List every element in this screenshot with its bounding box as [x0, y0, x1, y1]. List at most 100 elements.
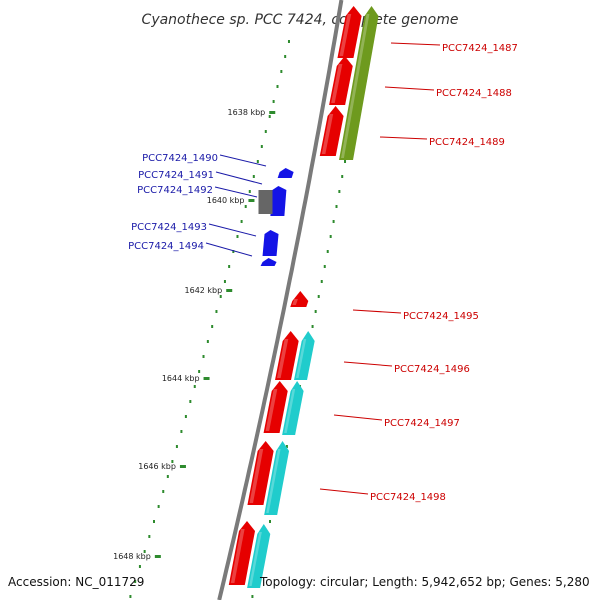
forward-cds-arrow — [290, 291, 309, 307]
gene-label-pcc7424_1491: PCC7424_1491 — [138, 170, 214, 181]
track-dot — [171, 460, 174, 463]
track-dot — [240, 220, 243, 223]
scale-label: 1644 kbp — [162, 374, 200, 383]
forward-cds-arrow-highlight — [331, 64, 343, 103]
forward-cds-arrow-highlight — [249, 449, 264, 503]
track-dot — [232, 250, 235, 253]
track-dot — [252, 175, 255, 178]
track-dot — [244, 205, 247, 208]
gene-label-pcc7424_1492: PCC7424_1492 — [137, 185, 213, 196]
gene-label-pcc7424_1497: PCC7424_1497 — [384, 418, 460, 429]
reverse-cds-arrow — [262, 230, 279, 256]
track-dot — [148, 535, 151, 538]
scale-tick — [248, 199, 255, 202]
cyan-track-arrow — [264, 441, 290, 515]
track-dot — [323, 265, 326, 268]
track-dot — [284, 55, 287, 58]
track-dot — [202, 355, 205, 358]
track-dot — [320, 280, 323, 283]
forward-cds-arrow — [337, 6, 362, 58]
olive-track-arrow — [339, 6, 379, 160]
track-dot — [260, 145, 263, 148]
gene-leader-line — [214, 186, 258, 198]
forward-cds-arrow-highlight — [230, 529, 245, 583]
track-dot — [166, 475, 169, 478]
cyan-track-arrow-highlight — [249, 532, 262, 586]
scale-ticks: 1638 kbp 1640 kbp 1642 kbp 1644 kbp 1646 kbp… — [113, 108, 276, 561]
other-gene-block — [258, 190, 273, 214]
cyan-track-arrow — [247, 524, 271, 588]
track-dot — [175, 445, 178, 448]
scale-tick — [269, 111, 276, 114]
reverse-cds-arrow — [270, 186, 287, 216]
track-dot — [329, 235, 332, 238]
track-dot — [268, 115, 271, 118]
gene-label-pcc7424_1487: PCC7424_1487 — [442, 43, 518, 54]
track-dot — [276, 85, 279, 88]
track-dot — [153, 520, 155, 523]
scale-tick — [203, 377, 210, 380]
track-dot — [341, 175, 344, 178]
forward-cds-arrow-highlight — [339, 14, 352, 56]
track-dot — [317, 295, 320, 298]
track-dot — [285, 445, 288, 448]
gene-leader-line — [319, 488, 369, 495]
gene-label-pcc7424_1490: PCC7424_1490 — [142, 153, 218, 164]
track-dot — [335, 205, 338, 208]
track-dot — [314, 310, 317, 313]
track-dot — [138, 565, 141, 568]
gene-label-pcc7424_1495: PCC7424_1495 — [403, 311, 479, 322]
gene-leader-line — [215, 171, 263, 185]
track-dot — [198, 370, 201, 373]
forward-cds-arrow-highlight — [292, 299, 298, 305]
scale-label: 1646 kbp — [138, 462, 176, 471]
forward-cds-arrow — [329, 56, 353, 105]
track-dot — [215, 310, 218, 313]
cyan-track-arrow — [294, 331, 315, 380]
forward-cds-arrow — [263, 381, 288, 433]
cyan-track-arrow-highlight — [284, 389, 296, 433]
cyan-track-arrow-highlight — [266, 449, 281, 513]
gene-leader-line — [205, 242, 253, 257]
track-dot — [143, 550, 146, 553]
gene-label-pcc7424_1494: PCC7424_1494 — [128, 241, 204, 252]
scale-label: 1648 kbp — [113, 552, 151, 561]
forward-cds-arrow-highlight — [321, 114, 334, 154]
scale-label: 1642 kbp — [185, 286, 223, 295]
gene-leader-line — [219, 154, 267, 167]
track-dot — [338, 190, 341, 193]
track-dot — [228, 265, 231, 268]
track-dot — [287, 40, 290, 43]
track-dot — [251, 595, 254, 598]
scale-tick — [154, 555, 161, 558]
olive-track-arrow-highlight — [341, 14, 370, 158]
gene-label-pcc7424_1496: PCC7424_1496 — [394, 364, 470, 375]
track-dot — [256, 160, 259, 163]
scale-label: 1638 kbp — [228, 108, 266, 117]
track-dot — [332, 220, 335, 223]
genome-backbone — [217, 0, 344, 600]
track-dot — [219, 295, 222, 298]
scale-label: 1640 kbp — [207, 196, 245, 205]
track-dot — [223, 280, 226, 283]
gene-label-pcc7424_1488: PCC7424_1488 — [436, 88, 512, 99]
genome-summary-text: Topology: circular; Length: 5,942,652 bp… — [260, 575, 590, 589]
track-dot — [311, 325, 314, 328]
gene-leader-line — [379, 136, 428, 140]
gene-label-pcc7424_1498: PCC7424_1498 — [370, 492, 446, 503]
scale-tick — [179, 465, 186, 468]
forward-cds-arrow — [247, 441, 274, 505]
track-dot — [129, 595, 132, 598]
forward-cds-arrow — [275, 331, 299, 380]
scale-tick — [226, 289, 233, 292]
track-dot — [206, 340, 209, 343]
track-dot — [184, 415, 187, 418]
cyan-track-arrow-highlight — [296, 339, 307, 378]
gene-leader-line — [390, 42, 441, 46]
track-dot — [211, 325, 214, 328]
gene-leader-line — [384, 86, 435, 91]
track-dot — [264, 130, 267, 133]
gene-leader-line — [208, 223, 257, 237]
track-dot — [134, 580, 137, 583]
